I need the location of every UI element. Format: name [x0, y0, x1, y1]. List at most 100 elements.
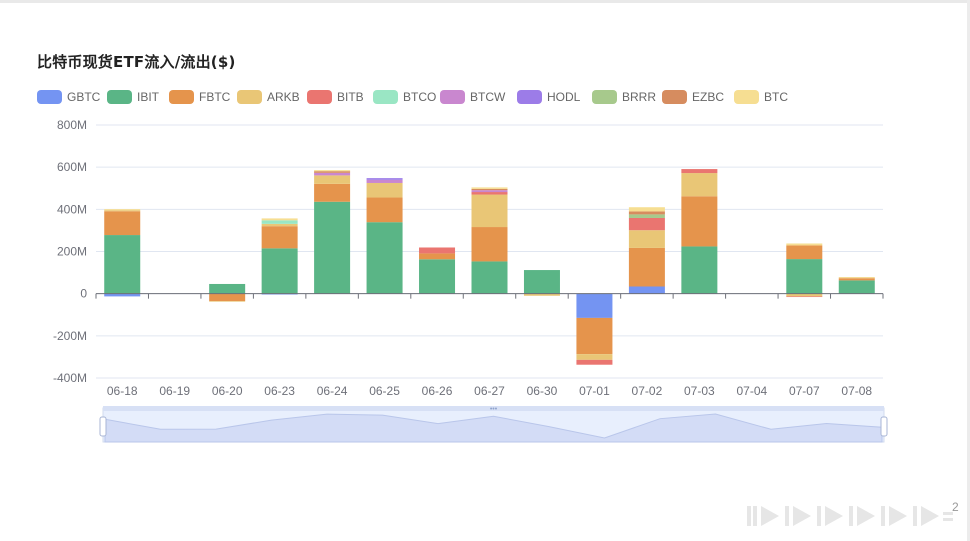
legend-label: BTCO [403, 90, 437, 104]
bar-bitb-07-01[interactable] [576, 359, 613, 365]
grid-lines [96, 124, 883, 379]
bar-fbtc-07-07[interactable] [786, 245, 823, 260]
legend-item-hodl[interactable]: HODL [517, 89, 580, 105]
bar-arkb-07-08[interactable] [838, 277, 875, 279]
bar-btc-06-24[interactable] [314, 170, 351, 172]
bar-arkb-06-20[interactable] [209, 301, 246, 302]
bar-arkb-07-03[interactable] [681, 173, 718, 197]
bar-fbtc-06-20[interactable] [209, 293, 246, 302]
bar-arkb-06-23[interactable] [261, 223, 298, 227]
legend-label: BRRR [622, 90, 657, 104]
bar-ibit-07-07[interactable] [786, 259, 823, 294]
top-border [0, 0, 970, 3]
x-tick-label: 07-03 [684, 384, 715, 398]
legend-item-gbtc[interactable]: GBTC [37, 89, 100, 105]
legend-swatch [734, 90, 759, 104]
bar-arkb-06-24[interactable] [314, 175, 351, 184]
zoom-handle-left[interactable] [99, 416, 107, 437]
bar-bitb-07-03[interactable] [681, 169, 718, 174]
legend-swatch [237, 90, 262, 104]
bar-btc-06-23[interactable] [261, 218, 298, 221]
bar-btcw-06-27[interactable] [471, 190, 508, 193]
x-tick-label: 07-07 [789, 384, 820, 398]
data-zoom-slider: ••• [99, 406, 888, 443]
legend-swatch [373, 90, 398, 104]
legend-label: EZBC [692, 90, 725, 104]
x-tick-label: 06-20 [212, 384, 243, 398]
bar-arkb-07-07[interactable] [786, 293, 823, 297]
bar-fbtc-06-23[interactable] [261, 226, 298, 249]
legend-item-btco[interactable]: BTCO [373, 89, 436, 105]
bar-ibit-06-23[interactable] [261, 248, 298, 294]
y-tick-label: 800M [57, 118, 87, 132]
legend-item-ibit[interactable]: IBIT [107, 89, 159, 105]
zoom-handle-right[interactable] [880, 416, 888, 437]
bar-btc-07-08[interactable] [838, 277, 875, 278]
bar-ibit-06-20[interactable] [209, 283, 246, 294]
bar-ibit-06-30[interactable] [523, 270, 560, 294]
bar-ezbc-06-24[interactable] [314, 171, 351, 173]
bar-ibit-06-25[interactable] [366, 222, 403, 294]
bar-ibit-07-08[interactable] [838, 280, 875, 294]
legend-item-fbtc[interactable]: FBTC [169, 89, 230, 105]
bar-btc-06-18[interactable] [104, 209, 141, 211]
bar-brrr-07-02[interactable] [628, 214, 665, 218]
bar-gbtc-06-18[interactable] [104, 293, 141, 297]
bar-ibit-06-27[interactable] [471, 261, 508, 294]
bar-arkb-06-30[interactable] [523, 293, 560, 296]
legend-item-brrr[interactable]: BRRR [592, 89, 656, 105]
bar-fbtc-06-25[interactable] [366, 197, 403, 223]
legend-item-bitb[interactable]: BITB [307, 89, 364, 105]
bar-series [104, 169, 875, 365]
bar-gbtc-07-02[interactable] [628, 286, 665, 294]
y-axis: 800M 600M 400M 200M 0 -200M -400M [53, 118, 87, 385]
y-tick-label: 400M [57, 202, 87, 216]
bar-btc-07-07[interactable] [786, 243, 823, 246]
bar-ibit-06-24[interactable] [314, 201, 351, 294]
bar-fbtc-06-18[interactable] [104, 211, 141, 236]
zoom-move-bar[interactable] [103, 406, 884, 411]
bar-btcw-06-24[interactable] [314, 172, 351, 176]
bar-arkb-07-02[interactable] [628, 230, 665, 248]
bar-fbtc-06-27[interactable] [471, 227, 508, 262]
x-tick-label: 07-08 [841, 384, 872, 398]
bar-ibit-06-26[interactable] [419, 259, 456, 294]
y-tick-label: 600M [57, 160, 87, 174]
bar-bitb-07-07[interactable] [786, 296, 823, 298]
bar-btc-07-02[interactable] [628, 207, 665, 212]
x-tick-label: 07-02 [632, 384, 663, 398]
bar-btcw-06-25[interactable] [366, 179, 403, 183]
bar-ibit-07-03[interactable] [681, 246, 718, 294]
legend-label: BTC [764, 90, 788, 104]
legend-item-arkb[interactable]: ARKB [237, 89, 300, 105]
bar-fbtc-06-24[interactable] [314, 183, 351, 202]
bar-btco-06-23[interactable] [261, 220, 298, 224]
bar-fbtc-07-03[interactable] [681, 196, 718, 247]
bar-hodl-06-25[interactable] [366, 178, 403, 180]
brand-logo-icon [747, 506, 953, 526]
bar-arkb-06-18[interactable] [104, 210, 141, 212]
bar-gbtc-07-01[interactable] [576, 293, 613, 318]
bar-ezbc-06-27[interactable] [471, 188, 508, 191]
bar-ibit-06-18[interactable] [104, 235, 141, 294]
legend-label: IBIT [137, 90, 160, 104]
chart-title: 比特币现货ETF流入/流出($) [37, 53, 236, 71]
legend-item-ezbc[interactable]: EZBC [662, 89, 724, 105]
bar-bitb-06-26[interactable] [419, 247, 456, 254]
bar-arkb-06-25[interactable] [366, 182, 403, 198]
bar-arkb-07-01[interactable] [576, 354, 613, 360]
page-indicator: 2 [952, 500, 959, 514]
bar-fbtc-06-26[interactable] [419, 253, 456, 260]
bar-fbtc-07-02[interactable] [628, 247, 665, 287]
bar-fbtc-07-01[interactable] [576, 317, 613, 355]
bar-ezbc-07-02[interactable] [628, 211, 665, 215]
bar-bitb-06-27[interactable] [471, 192, 508, 195]
bar-arkb-06-27[interactable] [471, 194, 508, 228]
bar-btc-06-27[interactable] [471, 187, 508, 189]
bar-bitb-07-02[interactable] [628, 217, 665, 231]
bar-fbtc-07-08[interactable] [838, 278, 875, 281]
zoom-preview-area [104, 413, 883, 443]
zoom-grip-icon: ••• [490, 406, 498, 413]
legend-item-btc[interactable]: BTC [734, 89, 788, 105]
legend-item-btcw[interactable]: BTCW [440, 89, 505, 105]
